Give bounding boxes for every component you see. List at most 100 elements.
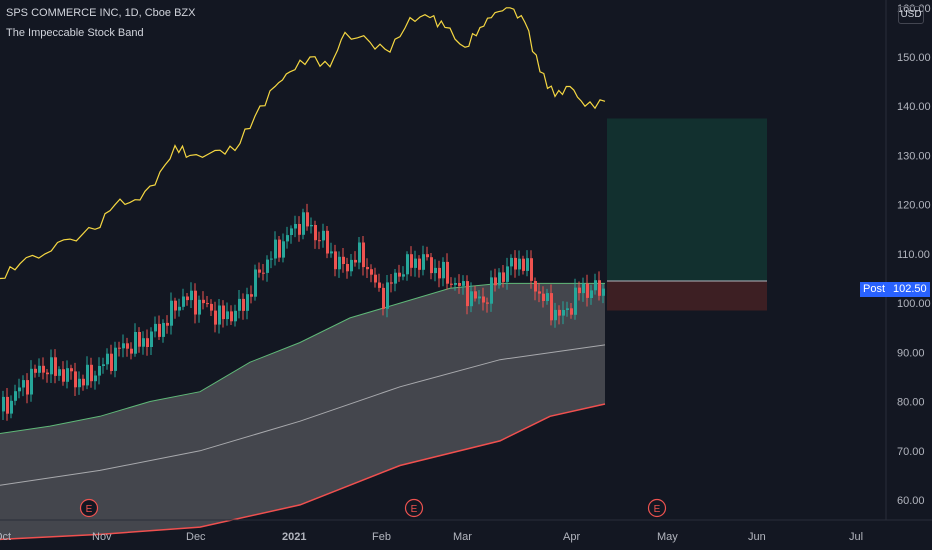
candle-body [358,242,361,263]
candle-body [158,323,161,337]
candle-body [326,230,329,254]
earnings-marker[interactable]: E [404,498,424,518]
candle-body [598,280,601,296]
candle-body [30,368,33,395]
candle-body [554,309,557,321]
candle-body [66,368,69,382]
candle-body [246,294,249,311]
candle-body [526,258,529,271]
y-tick-label: 160.00 [897,3,931,15]
candle-body [50,357,53,375]
currency-button[interactable]: USD [898,6,924,24]
candle-body [362,242,365,268]
candle-body [54,357,57,376]
candle-body [250,294,253,297]
candle-body [146,338,149,347]
earnings-marker[interactable]: E [647,498,667,518]
candle-body [110,353,113,371]
y-tick-label: 120.00 [897,200,931,212]
post-price-tag: Post 102.50 [860,282,930,297]
candle-body [442,261,445,279]
candle-body [106,353,109,365]
candle-body [178,306,181,311]
profit-target-zone[interactable] [607,118,767,281]
candle-body [238,298,241,311]
candle-body [206,303,209,305]
candle-body [426,254,429,258]
price-axis[interactable]: 160.00 150.00 140.00 130.00 120.00 110.00 100.… [885,0,931,520]
candle-body [150,331,153,347]
x-tick-label: Apr [563,531,580,543]
candle-body [126,343,129,349]
candle-body [58,369,61,376]
candle-body [262,272,265,274]
y-tick-label: 60.00 [897,495,925,507]
candle-body [350,259,353,272]
x-tick-label: Mar [453,531,472,543]
candle-body [306,212,309,227]
candle-body [462,281,465,286]
candle-body [446,261,449,284]
candle-body [602,288,605,296]
earnings-marker[interactable]: E [79,498,99,518]
candle-body [114,347,117,371]
candle-body [590,290,593,298]
candle-body [218,305,221,325]
candle-body [534,281,537,292]
candle-body [414,258,417,268]
stop-loss-zone[interactable] [607,281,767,311]
candle-body [22,380,25,388]
candle-body [318,240,321,242]
candle-body [374,274,377,283]
candle-body [258,269,261,273]
candle-body [26,380,29,395]
candle-body [342,256,345,264]
candle-body [418,258,421,270]
candle-body [194,290,197,315]
candle-body [102,364,105,366]
y-tick-label: 130.00 [897,150,931,162]
candle-body [530,258,533,281]
indicator-name: The Impeccable Stock Band [6,27,144,39]
post-value: 102.50 [893,283,927,295]
y-tick-label: 80.00 [897,397,925,409]
candle-body [354,259,357,263]
candle-body [490,277,493,304]
candle-body [466,281,469,307]
candle-body [434,267,437,274]
candle-body [286,235,289,242]
candle-body [482,296,485,303]
candle-body [98,366,101,376]
candle-body [582,283,585,294]
candle-body [302,212,305,235]
candle-body [538,291,541,294]
band-mid-line [0,344,606,486]
candle-body [494,277,497,286]
candle-body [278,239,281,258]
candle-body [234,310,237,322]
candle-body [546,293,549,301]
candle-body [470,291,473,307]
candle-body [518,258,521,270]
candle-body [10,400,13,414]
candle-body [166,322,169,326]
candle-body [386,282,389,309]
candle-body [186,296,189,301]
candle-body [450,283,453,285]
candle-body [438,267,441,279]
candle-body [506,266,509,282]
time-axis[interactable]: Oct Nov Dec 2021 Feb Mar Apr May Jun Jul [0,519,932,543]
candle-body [502,272,505,282]
candle-body [454,283,457,285]
candle-body [70,368,73,372]
candle-body [382,287,385,309]
candle-body [86,364,89,386]
band-fill [0,283,605,540]
candle-body [134,332,137,354]
earnings-label: E [86,504,93,515]
candle-body [378,282,381,288]
candle-body [18,387,21,392]
candle-body [94,375,97,382]
